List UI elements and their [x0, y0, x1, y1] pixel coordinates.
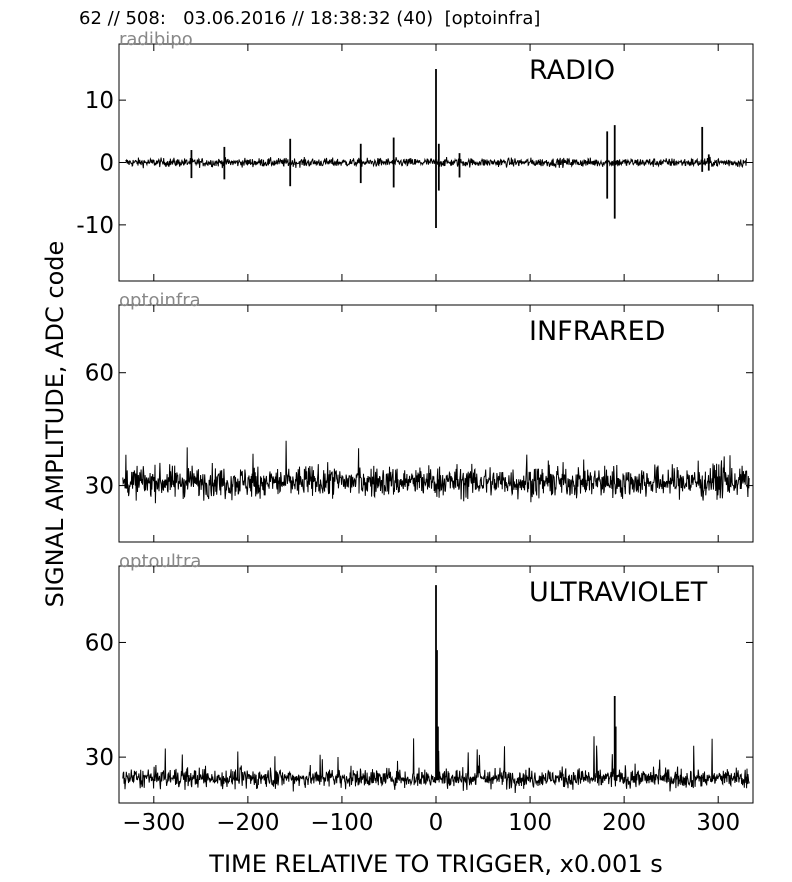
channel-label-optoinfra: optoinfra [119, 290, 201, 311]
y-tick-label: 60 [85, 630, 114, 656]
y-tick-label: 30 [85, 474, 114, 500]
y-axis-label: SIGNAL AMPLITUDE, ADC code [41, 241, 69, 608]
x-tick-label: 100 [508, 810, 552, 836]
x-tick-label: −200 [216, 810, 279, 836]
y-tick-label: -10 [76, 213, 114, 239]
signal-trace-optoinfra [122, 440, 750, 504]
x-tick-label: 300 [696, 810, 740, 836]
panel-title-optoultra: ULTRAVIOLET [529, 577, 708, 608]
x-tick-label: −300 [122, 810, 185, 836]
x-tick-label: −100 [310, 810, 373, 836]
channel-label-radibipo: radibipo [119, 29, 193, 50]
y-tick-label: 10 [85, 88, 114, 114]
x-tick-label: 0 [429, 810, 444, 836]
y-tick-label: 0 [99, 151, 114, 177]
chart-header: 62 // 508: 03.06.2016 // 18:38:32 (40) [… [79, 8, 541, 29]
y-tick-label: 60 [85, 361, 114, 387]
panel-title-optoinfra: INFRARED [529, 316, 665, 347]
panel-title-radibipo: RADIO [529, 55, 615, 86]
y-tick-label: 30 [85, 745, 114, 771]
x-axis-label: TIME RELATIVE TO TRIGGER, x0.001 s [208, 850, 662, 878]
channel-label-optoultra: optoultra [119, 551, 201, 572]
x-tick-label: 200 [602, 810, 646, 836]
